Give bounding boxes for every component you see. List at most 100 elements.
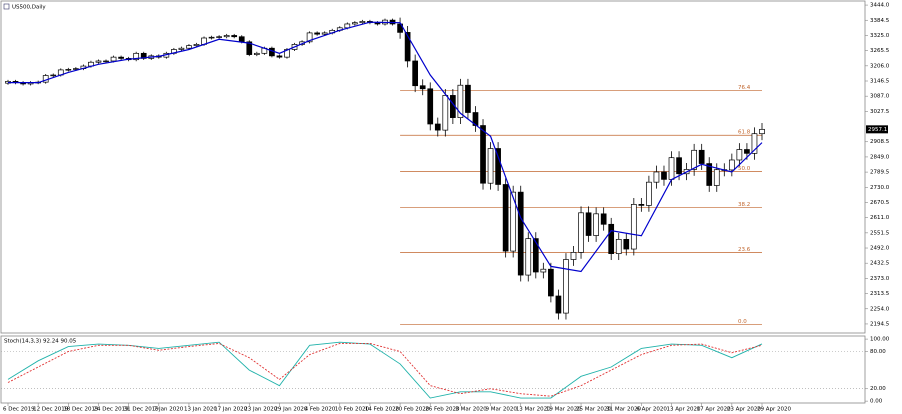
fib-label: 61.8 xyxy=(738,130,751,136)
candle-body xyxy=(133,52,140,61)
candle-body xyxy=(646,181,652,206)
candle-body xyxy=(623,238,630,250)
candle-body xyxy=(728,159,735,171)
y-tick-label: 80.00 xyxy=(870,349,886,355)
x-tick-label: 7 Jan 2020 xyxy=(154,407,184,413)
candle-body xyxy=(65,69,72,71)
fib-label: 50.0 xyxy=(738,166,751,172)
candle-body xyxy=(246,41,253,55)
x-tick-label: 6 Apr 2020 xyxy=(636,407,667,413)
y-tick-label: 2611.0 xyxy=(870,215,890,221)
x-tick-label: 31 Dec 2019 xyxy=(124,407,160,413)
x-tick-label: 13 Apr 2020 xyxy=(667,407,702,413)
x-tick-label: 9 Mar 2020 xyxy=(486,407,518,413)
y-tick-label: 2551.5 xyxy=(870,230,890,236)
fib-label: 23.6 xyxy=(738,247,751,253)
x-tick-label: 17 Apr 2020 xyxy=(697,407,732,413)
candle-body xyxy=(110,56,117,62)
candle-body xyxy=(50,74,57,77)
candle-body xyxy=(751,133,758,154)
x-tick-label: 20 Feb 2020 xyxy=(395,407,430,413)
candle-body xyxy=(73,68,79,70)
candle-body xyxy=(608,223,615,254)
x-tick-label: 29 Apr 2020 xyxy=(757,407,792,413)
y-tick-label: 2373.0 xyxy=(870,276,890,282)
y-tick-label: 2492.0 xyxy=(870,246,890,252)
candle-body xyxy=(495,148,501,185)
candle-body xyxy=(555,295,562,314)
y-tick-label: 2670.5 xyxy=(870,200,890,206)
candle-body xyxy=(578,212,584,253)
candle-body xyxy=(480,125,486,184)
candle-body xyxy=(186,45,192,49)
candle-body xyxy=(540,268,547,273)
candle-body xyxy=(276,55,283,58)
candle-body xyxy=(314,32,320,35)
candle-body xyxy=(208,36,215,39)
candle-body xyxy=(269,47,275,57)
y-tick-label: 2254.0 xyxy=(870,306,890,312)
candle-body xyxy=(238,36,245,43)
y-tick-label: 3087.0 xyxy=(870,94,890,100)
candle-body xyxy=(517,191,524,276)
x-tick-label: 23 Jan 2020 xyxy=(244,407,277,413)
candle-body xyxy=(744,149,750,154)
candle-body xyxy=(615,238,622,254)
symbol-icon xyxy=(3,3,10,10)
candle-body xyxy=(661,171,667,180)
x-tick-label: 3 Mar 2020 xyxy=(455,407,487,413)
candle-body xyxy=(548,268,554,297)
candle-body xyxy=(442,95,449,131)
x-tick-label: 26 Feb 2020 xyxy=(425,407,460,413)
chart-title: US500,Daily xyxy=(12,5,46,11)
candle-body xyxy=(193,44,200,47)
candle-body xyxy=(532,238,539,273)
candle-body xyxy=(585,212,592,236)
candle-body xyxy=(457,84,464,118)
candle-body xyxy=(223,35,230,38)
stoch-line xyxy=(7,342,763,397)
x-tick-label: 14 Feb 2020 xyxy=(365,407,400,413)
candle-body xyxy=(434,123,441,131)
candle-body xyxy=(306,32,313,43)
candle-body xyxy=(570,252,577,260)
candle-body xyxy=(676,157,682,175)
candle-body xyxy=(593,213,599,236)
x-tick-label: 31 Mar 2020 xyxy=(606,407,641,413)
stoch-title: Stoch(14,3,3) 92.24 90.05 xyxy=(4,339,77,345)
x-tick-label: 25 Mar 2020 xyxy=(576,407,611,413)
last-price-box xyxy=(866,125,888,134)
candle-body xyxy=(510,191,517,252)
fib-label: 76.4 xyxy=(738,85,751,91)
y-tick-label: 2432.5 xyxy=(870,261,890,267)
candle-body xyxy=(525,238,532,276)
fib-label: 0.0 xyxy=(738,319,747,325)
x-tick-label: 12 Dec 2019 xyxy=(33,407,69,413)
candle-body xyxy=(638,204,645,206)
x-tick-label: 13 Jan 2020 xyxy=(184,407,217,413)
last-price-label: 2957.1 xyxy=(868,127,887,133)
x-tick-label: 19 Mar 2020 xyxy=(546,407,581,413)
fib-label: 38.2 xyxy=(738,202,750,208)
x-tick-label: 10 Feb 2020 xyxy=(335,407,370,413)
candle-body xyxy=(321,32,328,35)
candle-body xyxy=(472,112,479,126)
candle-body xyxy=(216,36,222,38)
y-tick-label: 100.00 xyxy=(870,337,890,343)
candle-body xyxy=(736,149,743,161)
y-tick-label: 0.00 xyxy=(870,399,883,405)
y-tick-label: 3146.5 xyxy=(870,79,890,85)
candle-body xyxy=(231,35,238,38)
candle-body xyxy=(95,60,102,63)
candle-body xyxy=(487,148,494,184)
x-tick-label: 23 Apr 2020 xyxy=(727,407,762,413)
y-tick-label: 2730.0 xyxy=(870,185,890,191)
x-tick-label: 24 Dec 2019 xyxy=(93,407,129,413)
candle-body xyxy=(103,60,109,63)
candle-body xyxy=(691,149,697,170)
candle-body xyxy=(178,47,185,50)
candle-body xyxy=(706,163,713,186)
y-tick-label: 2849.0 xyxy=(870,154,890,160)
candle-body xyxy=(351,22,358,25)
candle-body xyxy=(653,171,660,183)
